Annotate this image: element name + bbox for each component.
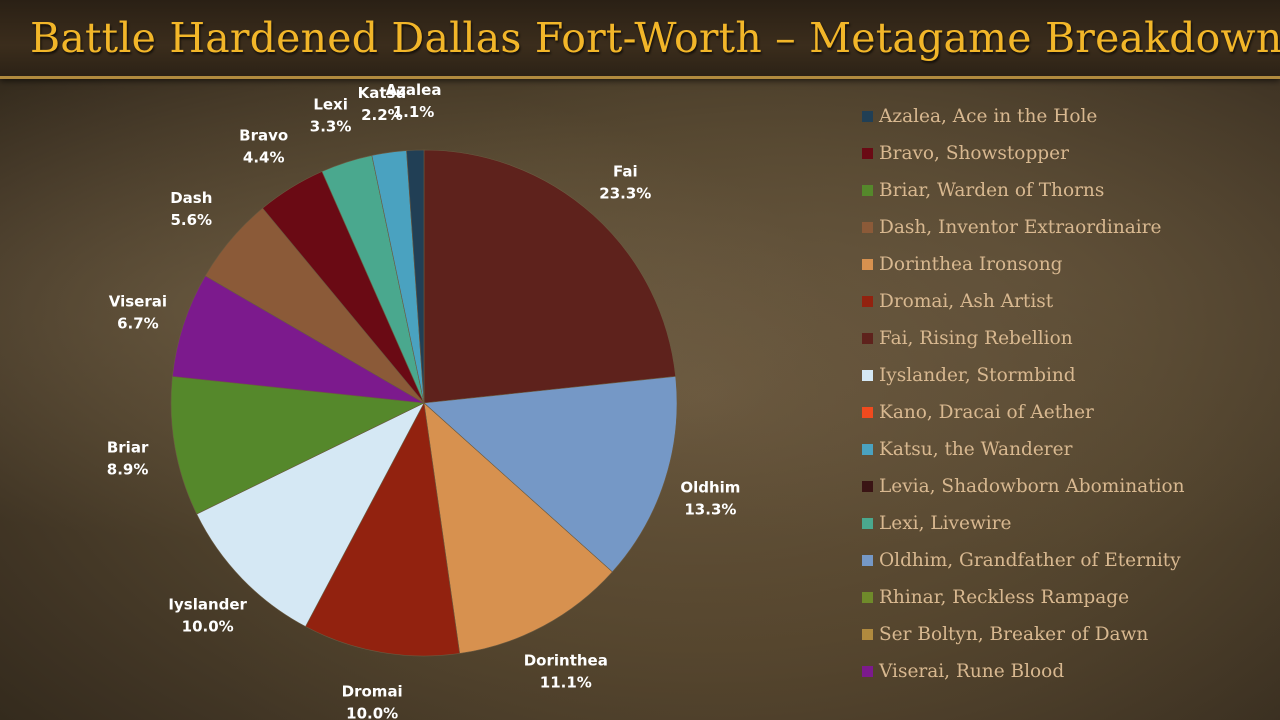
pie-slice-iyslander (196, 402, 425, 627)
pie-label-name: Fai (613, 162, 638, 180)
pie-label-name: Briar (107, 438, 149, 456)
legend-label: Levia, Shadowborn Abomination (879, 476, 1185, 497)
pie-label-azalea: Azalea 1.1% (386, 81, 442, 121)
legend-swatch (862, 555, 873, 566)
legend-swatch (862, 185, 873, 196)
legend-item-dash-inventor-extraordinaire: Dash, Inventor Extraordinaire (862, 210, 1272, 247)
pie-label-dromai: Dromai 10.0% (342, 683, 403, 720)
legend-swatch (862, 259, 873, 270)
pie-label-value: 10.0% (346, 705, 398, 720)
pie-label-name: Azalea (386, 81, 442, 99)
legend-swatch (862, 481, 873, 492)
legend-label: Lexi, Livewire (879, 513, 1012, 534)
legend-item-viserai-rune-blood: Viserai, Rune Blood (862, 654, 1272, 691)
legend-swatch (862, 296, 873, 307)
pie-label-oldhim: Oldhim 13.3% (680, 479, 740, 519)
legend-item-katsu-the-wanderer: Katsu, the Wanderer (862, 432, 1272, 469)
pie-label-lexi: Lexi 3.3% (310, 96, 352, 136)
pie-label-name: Dorinthea (524, 652, 608, 670)
legend-label: Fai, Rising Rebellion (879, 328, 1073, 349)
legend-label: Oldhim, Grandfather of Eternity (879, 550, 1181, 571)
legend-label: Viserai, Rune Blood (879, 661, 1065, 682)
legend-item-iyslander-stormbind: Iyslander, Stormbind (862, 358, 1272, 395)
pie-label-value: 6.7% (117, 314, 159, 332)
pie-slice-briar (170, 376, 426, 515)
legend-item-lexi-livewire: Lexi, Livewire (862, 506, 1272, 543)
legend-swatch (862, 666, 873, 677)
legend-label: Rhinar, Reckless Rampage (879, 587, 1130, 608)
pie-chart: Fai 23.3% Oldhim 13.3% Dorinthea 11.1% Dromai 1… (107, 81, 741, 720)
legend-label: Ser Boltyn, Breaker of Dawn (879, 624, 1149, 645)
legend-label: Dromai, Ash Artist (879, 291, 1054, 312)
legend-swatch (862, 222, 873, 233)
pie-slice-fai (423, 149, 676, 404)
legend-swatch (862, 592, 873, 603)
legend-item-fai-rising-rebellion: Fai, Rising Rebellion (862, 321, 1272, 358)
pie-label-value: 4.4% (243, 149, 285, 167)
pie-label-dash: Dash 5.6% (170, 189, 212, 229)
pie-label-name: Dash (170, 189, 212, 207)
pie-slice-oldhim (423, 376, 678, 573)
title-bar: Battle Hardened Dallas Fort-Worth – Meta… (0, 0, 1280, 79)
pie-label-name: Bravo (239, 127, 288, 145)
pie-slice-azalea (406, 149, 425, 404)
pie-label-katsu: Katsu 2.2% (358, 84, 407, 124)
pie-label-value: 13.3% (684, 501, 736, 519)
pie-label-name: Katsu (358, 84, 407, 102)
legend-label: Dash, Inventor Extraordinaire (879, 217, 1162, 238)
pie-label-name: Iyslander (168, 595, 247, 613)
legend-label: Katsu, the Wanderer (879, 439, 1073, 460)
legend-label: Kano, Dracai of Aether (879, 402, 1094, 423)
pie-label-value: 10.0% (182, 617, 234, 635)
legend-swatch (862, 407, 873, 418)
pie-labels: Fai 23.3% Oldhim 13.3% Dorinthea 11.1% Dromai 1… (107, 81, 741, 720)
pie-label-viserai: Viserai 6.7% (109, 292, 167, 332)
pie-label-value: 23.3% (599, 184, 651, 202)
legend-swatch (862, 370, 873, 381)
legend-item-dromai-ash-artist: Dromai, Ash Artist (862, 284, 1272, 321)
legend-label: Briar, Warden of Thorns (879, 180, 1105, 201)
pie-label-value: 5.6% (170, 211, 212, 229)
legend-swatch (862, 518, 873, 529)
legend-item-levia-shadowborn-abomination: Levia, Shadowborn Abomination (862, 469, 1272, 506)
legend-swatch (862, 444, 873, 455)
legend-label: Dorinthea Ironsong (879, 254, 1063, 275)
legend: Azalea, Ace in the Hole Bravo, Showstoppe… (862, 99, 1272, 691)
legend-swatch (862, 333, 873, 344)
legend-label: Iyslander, Stormbind (879, 365, 1076, 386)
pie-label-value: 8.9% (107, 460, 149, 478)
pie-label-name: Dromai (342, 683, 403, 701)
pie-label-name: Lexi (313, 96, 348, 114)
pie-label-name: Viserai (109, 292, 167, 310)
pie-label-fai: Fai 23.3% (599, 162, 651, 202)
pie-label-value: 11.1% (540, 674, 592, 692)
legend-label: Bravo, Showstopper (879, 143, 1069, 164)
pie-label-briar: Briar 8.9% (107, 438, 149, 478)
legend-item-oldhim-grandfather-of-eternity: Oldhim, Grandfather of Eternity (862, 543, 1272, 580)
pie-slices (170, 149, 678, 657)
pie-label-dorinthea: Dorinthea 11.1% (524, 652, 608, 692)
legend-item-dorinthea-ironsong: Dorinthea Ironsong (862, 247, 1272, 284)
legend-item-bravo-showstopper: Bravo, Showstopper (862, 136, 1272, 173)
legend-item-briar-warden-of-thorns: Briar, Warden of Thorns (862, 173, 1272, 210)
legend-label: Azalea, Ace in the Hole (879, 106, 1098, 127)
legend-item-ser-boltyn-breaker-of-dawn: Ser Boltyn, Breaker of Dawn (862, 617, 1272, 654)
legend-swatch (862, 629, 873, 640)
legend-item-azalea-ace-in-the-hole: Azalea, Ace in the Hole (862, 99, 1272, 136)
pie-label-bravo: Bravo 4.4% (239, 127, 288, 167)
page-title: Battle Hardened Dallas Fort-Worth – Meta… (30, 14, 1280, 62)
legend-swatch (862, 111, 873, 122)
legend-item-rhinar-reckless-rampage: Rhinar, Reckless Rampage (862, 580, 1272, 617)
pie-label-name: Oldhim (680, 479, 740, 497)
pie-slice-dorinthea (423, 402, 613, 654)
pie-label-value: 3.3% (310, 118, 352, 136)
legend-swatch (862, 148, 873, 159)
legend-item-kano-dracai-of-aether: Kano, Dracai of Aether (862, 395, 1272, 432)
pie-slice-dromai (305, 402, 461, 657)
pie-label-iyslander: Iyslander 10.0% (168, 595, 247, 635)
pie-label-value: 2.2% (361, 106, 403, 124)
pie-label-value: 1.1% (393, 103, 435, 121)
pie-slice-viserai (172, 275, 425, 404)
